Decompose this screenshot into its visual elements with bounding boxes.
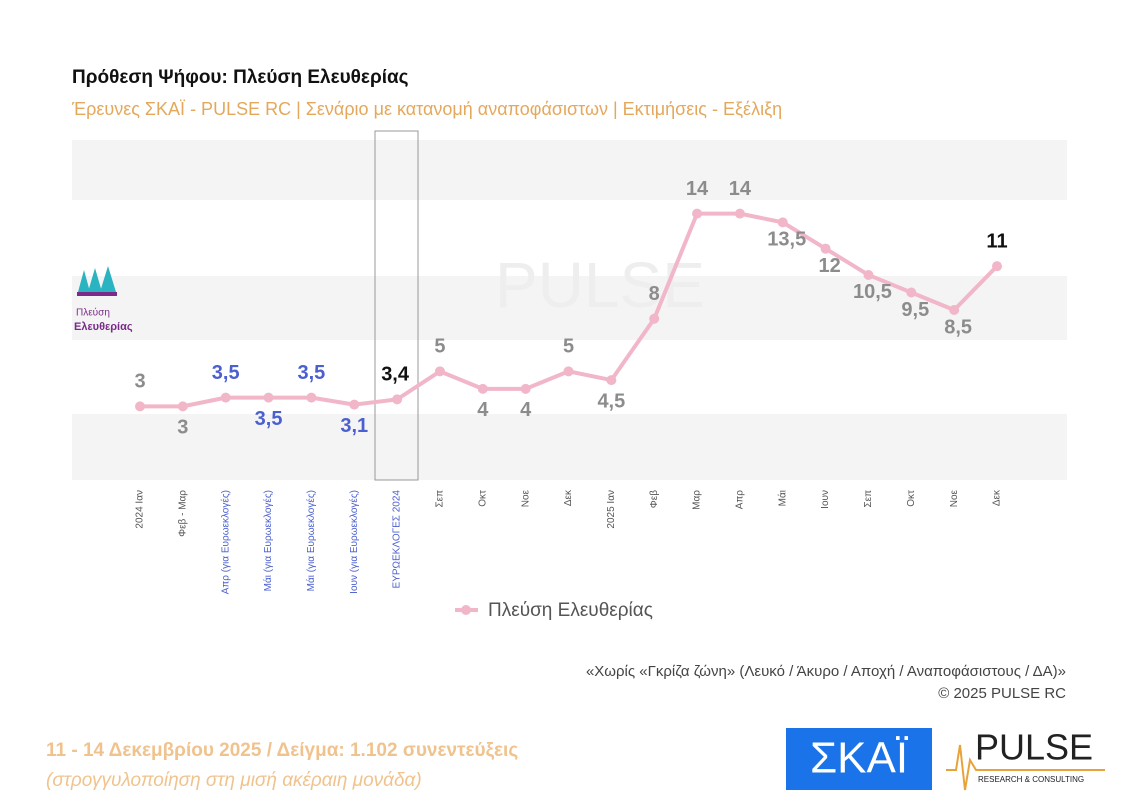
x-tick-label: Σεπ (863, 490, 874, 508)
band (72, 414, 1067, 480)
data-label: 9,5 (901, 299, 929, 321)
x-tick-label: 2024 Ιαν (135, 490, 146, 529)
data-label: 10,5 (853, 281, 892, 303)
party-logo: Πλεύση Ελευθερίας (74, 266, 133, 333)
x-tick-label: 2025 Ιαν (606, 490, 617, 529)
marker (820, 243, 831, 254)
x-tick-label: Ιουν (για Ευρωεκλογές) (348, 490, 360, 594)
marker (992, 261, 1002, 272)
data-label: 3,5 (297, 362, 325, 384)
note: «Χωρίς «Γκρίζα ζώνη» (Λευκό / Άκυρο / Απ… (586, 663, 1066, 680)
marker (477, 383, 488, 394)
data-label: 8,5 (944, 316, 972, 338)
x-tick-label: Νοε (520, 489, 531, 507)
marker (520, 383, 531, 394)
x-tick-label: Οκτ (906, 490, 917, 507)
marker (135, 401, 145, 412)
data-label: 4 (520, 399, 532, 421)
data-label: 11 (986, 230, 1007, 252)
x-tick-label: Δεκ (563, 489, 574, 506)
data-label: 3,5 (255, 408, 283, 430)
legend-label: Πλεύση Ελευθερίας (488, 600, 653, 621)
x-tick-label: Μάι (για Ευρωεκλογές) (305, 490, 317, 591)
marker (906, 287, 917, 298)
data-label: 5 (563, 336, 574, 358)
highlight-box (374, 130, 419, 481)
marker (177, 401, 188, 412)
data-label: 5 (434, 336, 445, 358)
x-tick-label: Οκτ (477, 490, 488, 507)
x-tick-label: Φεβ (649, 490, 660, 508)
logo-base (77, 292, 117, 296)
copyright: © 2025 PULSE RC (938, 685, 1066, 702)
footnote: (στρογγυλοποίηση στη μισή ακέραιη μονάδα… (46, 770, 422, 791)
marker (563, 366, 574, 377)
marker (434, 366, 445, 377)
pulse-logo-tagline: RESEARCH & CONSULTING (978, 775, 1084, 784)
marker (263, 392, 274, 403)
footer: 11 - 14 Δεκεμβρίου 2025 / Δείγμα: 1.102 … (46, 740, 518, 761)
marker (306, 392, 317, 403)
x-tick-label: Νοε (949, 489, 960, 507)
logo-text: Ελευθερίας (74, 321, 133, 333)
logo-sails (78, 266, 116, 292)
data-label: 4,5 (597, 390, 625, 412)
pulse-logo-text: PULSE (975, 727, 1093, 768)
chart-title: Πρόθεση Ψήφου: Πλεύση Ελευθερίας (72, 67, 409, 88)
x-tick-label: ΕΥΡΩΕΚΛΟΓΕΣ 2024 (392, 490, 403, 589)
chart-subtitle: Έρευνες ΣΚΑΪ - PULSE RC | Σενάριο με κατ… (71, 99, 782, 119)
data-label: 14 (686, 178, 709, 200)
marker (863, 269, 874, 280)
data-label: 3,4 (381, 364, 410, 386)
marker (949, 305, 960, 315)
x-tick-label: Δεκ (992, 489, 1003, 506)
pulse-logo-wave (946, 744, 1105, 791)
marker (392, 394, 403, 405)
watermark: PULSE (495, 249, 705, 321)
data-label: 3 (177, 417, 188, 439)
skai-logo (786, 728, 932, 790)
marker (606, 375, 617, 386)
data-label: 3 (134, 371, 145, 393)
band (72, 140, 1067, 200)
data-label: 14 (729, 178, 752, 200)
data-label: 3,1 (340, 415, 368, 437)
data-label: 8 (649, 283, 660, 305)
x-tick-label: Ιουν (820, 490, 831, 509)
x-tick-label: Σεπ (435, 490, 446, 508)
x-tick-label: Μαρ (692, 490, 703, 510)
data-label: 12 (818, 255, 840, 277)
skai-logo-text: ΣΚΑΪ (810, 734, 909, 783)
marker (692, 208, 703, 219)
data-label: 4 (477, 399, 489, 421)
x-tick-label: Φεβ - Μαρ (177, 490, 188, 537)
marker (734, 208, 745, 219)
x-tick-label: Μάι (για Ευρωεκλογές) (262, 490, 274, 591)
x-tick-label: Απρ (735, 490, 746, 510)
data-label: 13,5 (767, 229, 806, 251)
x-tick-label: Απρ (για Ευρωεκλογές) (219, 490, 231, 594)
logo-text: Πλεύση (76, 307, 110, 319)
marker (649, 313, 660, 324)
marker (349, 399, 360, 410)
x-tick-label: Μάι (776, 490, 788, 506)
marker (777, 217, 788, 228)
data-label: 3,5 (212, 362, 240, 384)
marker (220, 392, 231, 403)
